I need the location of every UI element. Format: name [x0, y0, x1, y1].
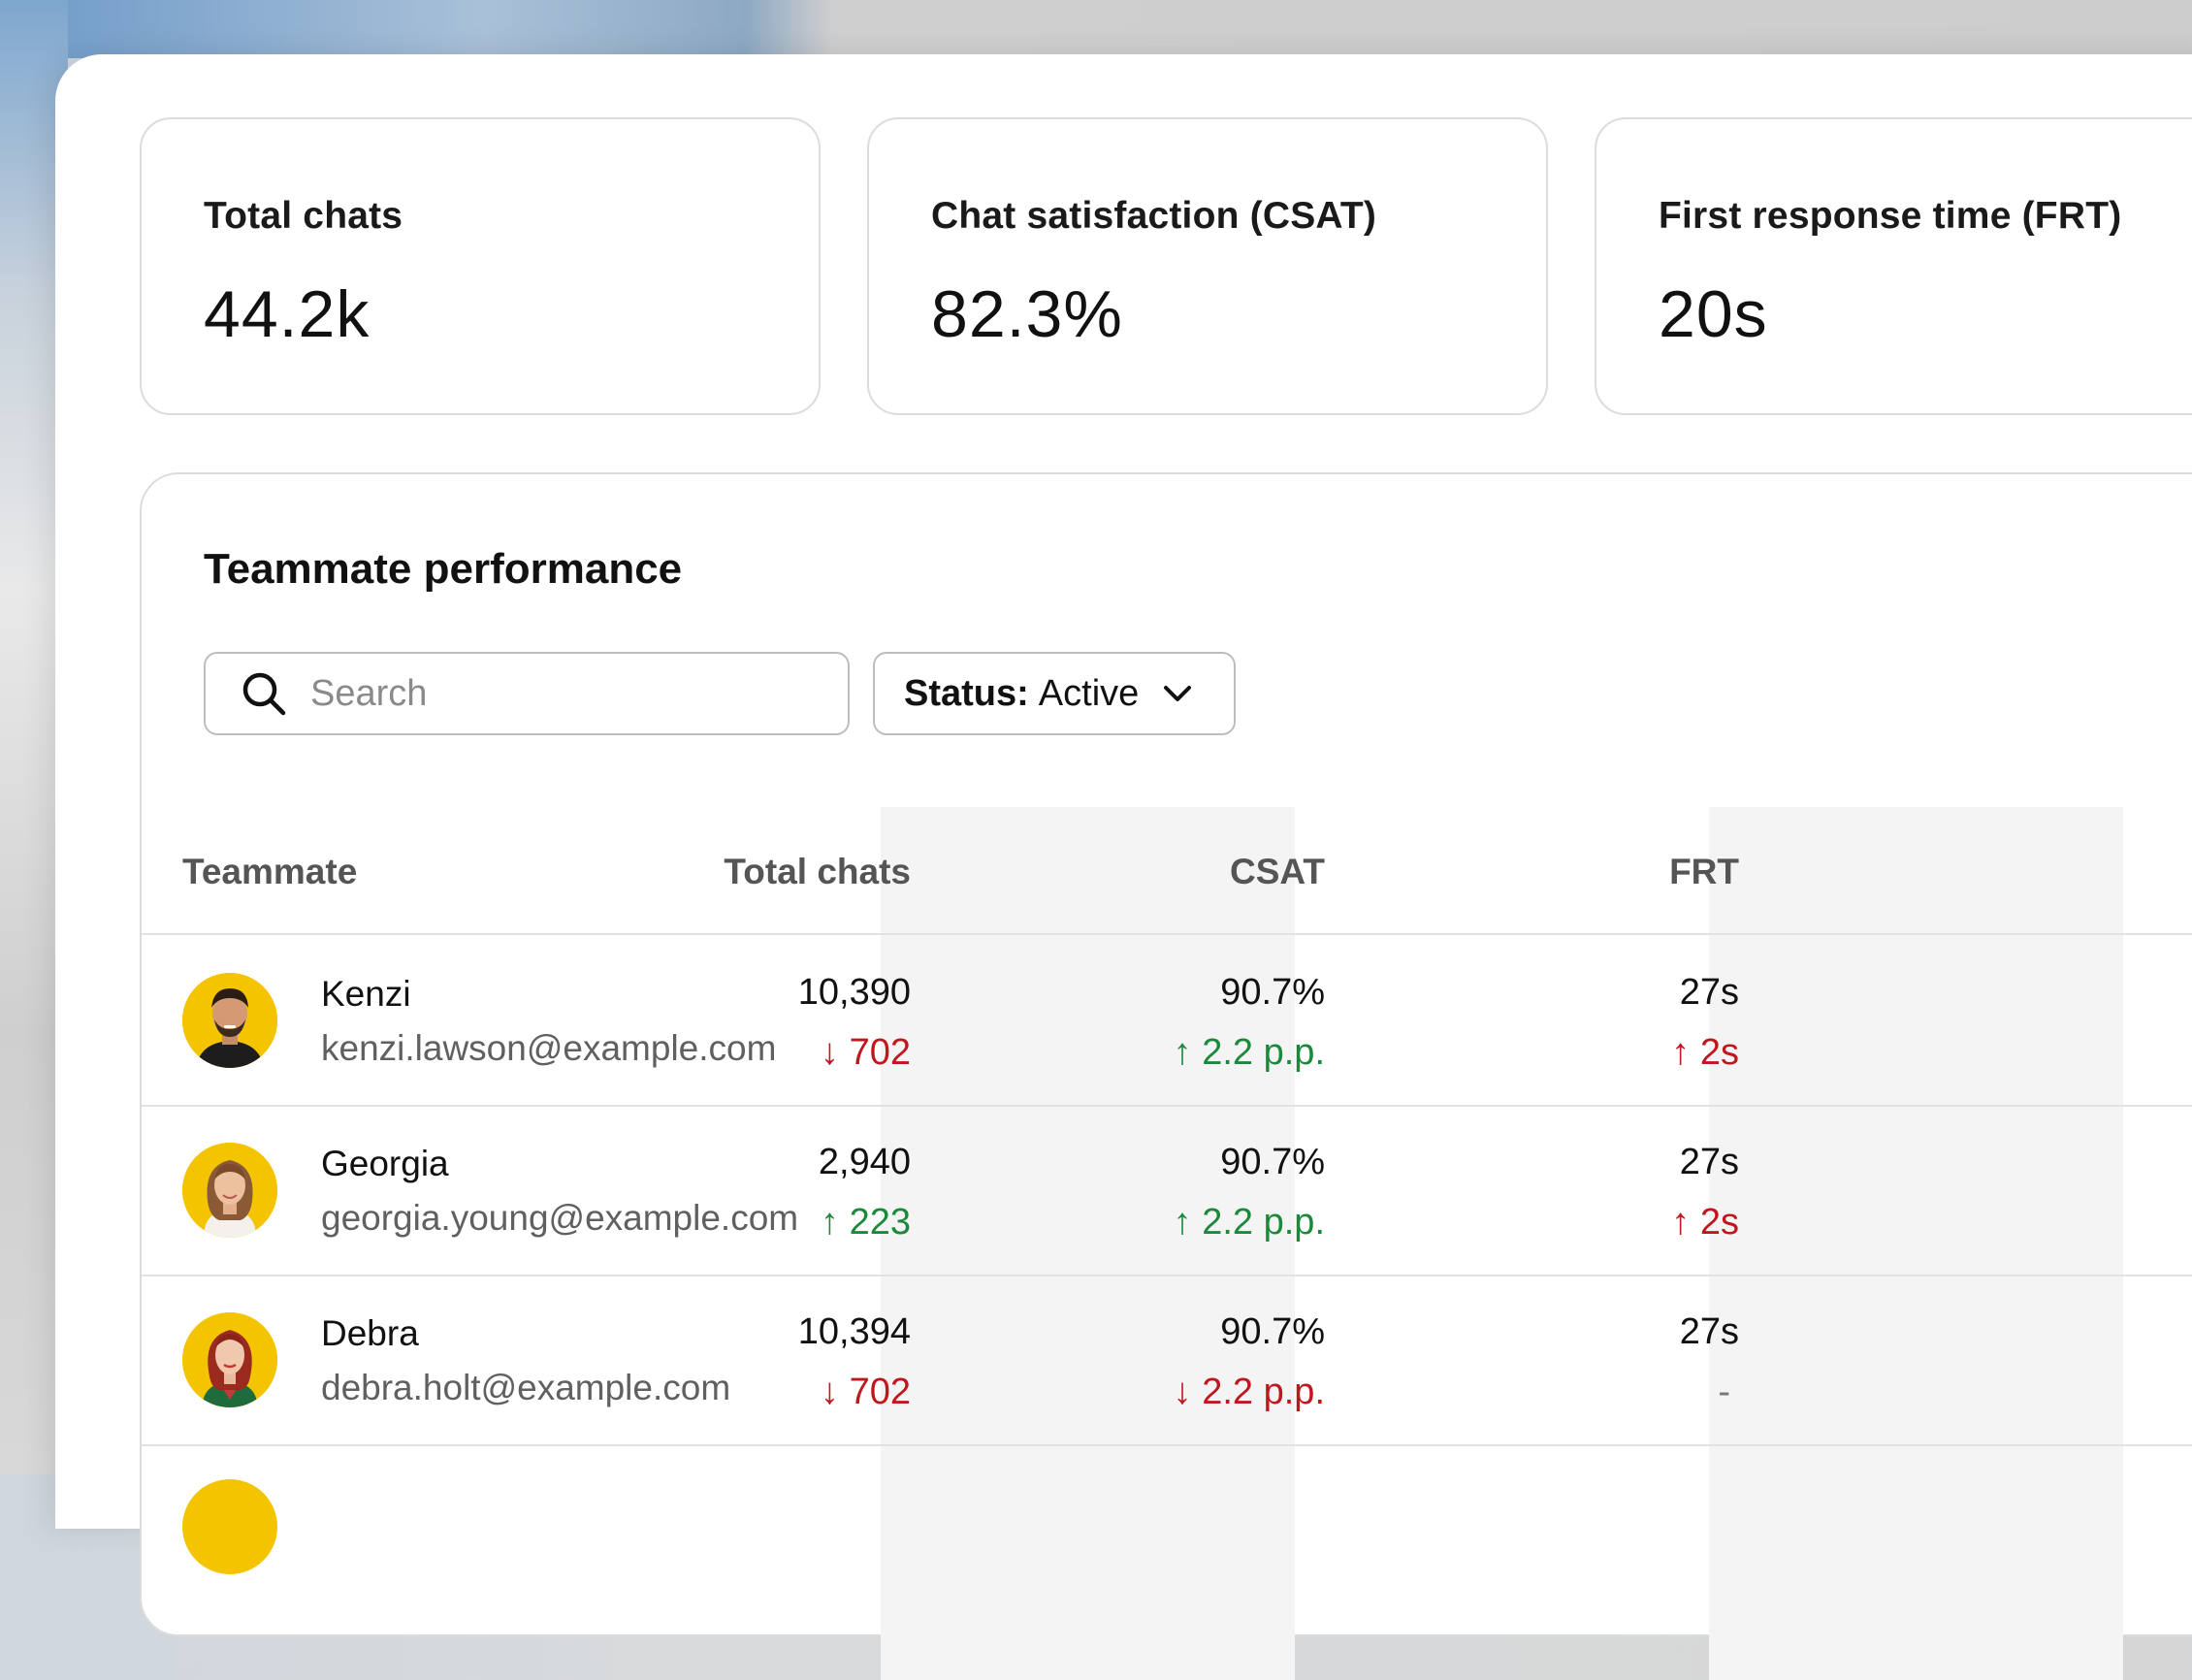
- kpi-label: Total chats: [204, 195, 403, 237]
- csat-delta: ↓ 2.2 p.p.: [1173, 1372, 1325, 1412]
- column-header-frt[interactable]: FRT: [1669, 852, 1739, 891]
- csat-value: 90.7%: [1220, 1142, 1325, 1182]
- kpi-card-total-chats: Total chats 44.2k: [140, 117, 821, 415]
- avatar-debra-picture: [182, 1312, 277, 1407]
- teammate-name: Kenzi: [321, 974, 411, 1014]
- frt-delta: ↑ 2s: [1671, 1202, 1739, 1243]
- frt-delta: -: [1718, 1372, 1730, 1412]
- search-icon: [242, 672, 286, 716]
- kpi-value: 20s: [1659, 277, 1768, 351]
- frt-delta: ↑ 2s: [1671, 1032, 1739, 1073]
- kpi-card-frt: First response time (FRT) 20s: [1595, 117, 2192, 415]
- table-row[interactable]: Debra debra.holt@example.com 10,394 ↓ 70…: [142, 1275, 2192, 1446]
- frt-value: 27s: [1679, 1142, 1739, 1182]
- avatar: [182, 1143, 277, 1238]
- csat-delta: ↑ 2.2 p.p.: [1173, 1032, 1325, 1073]
- table-row[interactable]: Kenzi kenzi.lawson@example.com 10,390 ↓ …: [142, 935, 2192, 1107]
- kpi-card-csat: Chat satisfaction (CSAT) 82.3%: [867, 117, 1548, 415]
- kpi-label: First response time (FRT): [1659, 195, 2122, 237]
- status-filter-value: Active: [1038, 672, 1140, 714]
- teammate-email: georgia.young@example.com: [321, 1198, 799, 1238]
- table-row[interactable]: Georgia georgia.young@example.com 2,940 …: [142, 1105, 2192, 1276]
- total-chats-value: 10,394: [797, 1311, 911, 1352]
- avatar-kenzi-picture: [182, 973, 277, 1068]
- teammate-name: Georgia: [321, 1144, 449, 1183]
- teammate-email: debra.holt@example.com: [321, 1368, 731, 1407]
- status-filter-dropdown[interactable]: Status: Active: [873, 652, 1236, 735]
- table-row[interactable]: [142, 1444, 2192, 1614]
- avatar: [182, 973, 277, 1068]
- total-chats-value: 2,940: [818, 1142, 911, 1182]
- frt-value: 27s: [1679, 972, 1739, 1013]
- kpi-value: 82.3%: [931, 277, 1123, 351]
- total-chats-delta: ↓ 702: [821, 1372, 911, 1412]
- csat-value: 90.7%: [1220, 972, 1325, 1013]
- column-header-total-chats[interactable]: Total chats: [724, 852, 911, 891]
- total-chats-delta: ↓ 702: [821, 1032, 911, 1073]
- csat-delta: ↑ 2.2 p.p.: [1173, 1202, 1325, 1243]
- desktop-background-top: [0, 0, 2192, 58]
- kpi-label: Chat satisfaction (CSAT): [931, 195, 1377, 237]
- teammate-performance-card: Teammate performance Status: Active Team…: [140, 472, 2192, 1680]
- section-title: Teammate performance: [204, 545, 683, 593]
- teammate-email: kenzi.lawson@example.com: [321, 1028, 777, 1068]
- table-header: Teammate Total chats CSAT FRT: [142, 807, 2192, 935]
- frt-value: 27s: [1679, 1311, 1739, 1352]
- status-filter-key: Status:: [904, 672, 1029, 714]
- column-header-teammate[interactable]: Teammate: [182, 852, 358, 891]
- app-window: Total chats 44.2k Chat satisfaction (CSA…: [55, 54, 2192, 1680]
- avatar-georgia-picture: [182, 1143, 277, 1238]
- column-header-csat[interactable]: CSAT: [1230, 852, 1325, 891]
- csat-value: 90.7%: [1220, 1311, 1325, 1352]
- chevron-down-icon: [1164, 686, 1192, 701]
- avatar: [182, 1312, 277, 1407]
- total-chats-delta: ↑ 223: [821, 1202, 911, 1243]
- teammate-name: Debra: [321, 1313, 419, 1353]
- search-input[interactable]: [310, 672, 815, 715]
- total-chats-value: 10,390: [797, 972, 911, 1013]
- search-box[interactable]: [204, 652, 850, 735]
- avatar: [182, 1479, 277, 1574]
- kpi-value: 44.2k: [204, 277, 371, 351]
